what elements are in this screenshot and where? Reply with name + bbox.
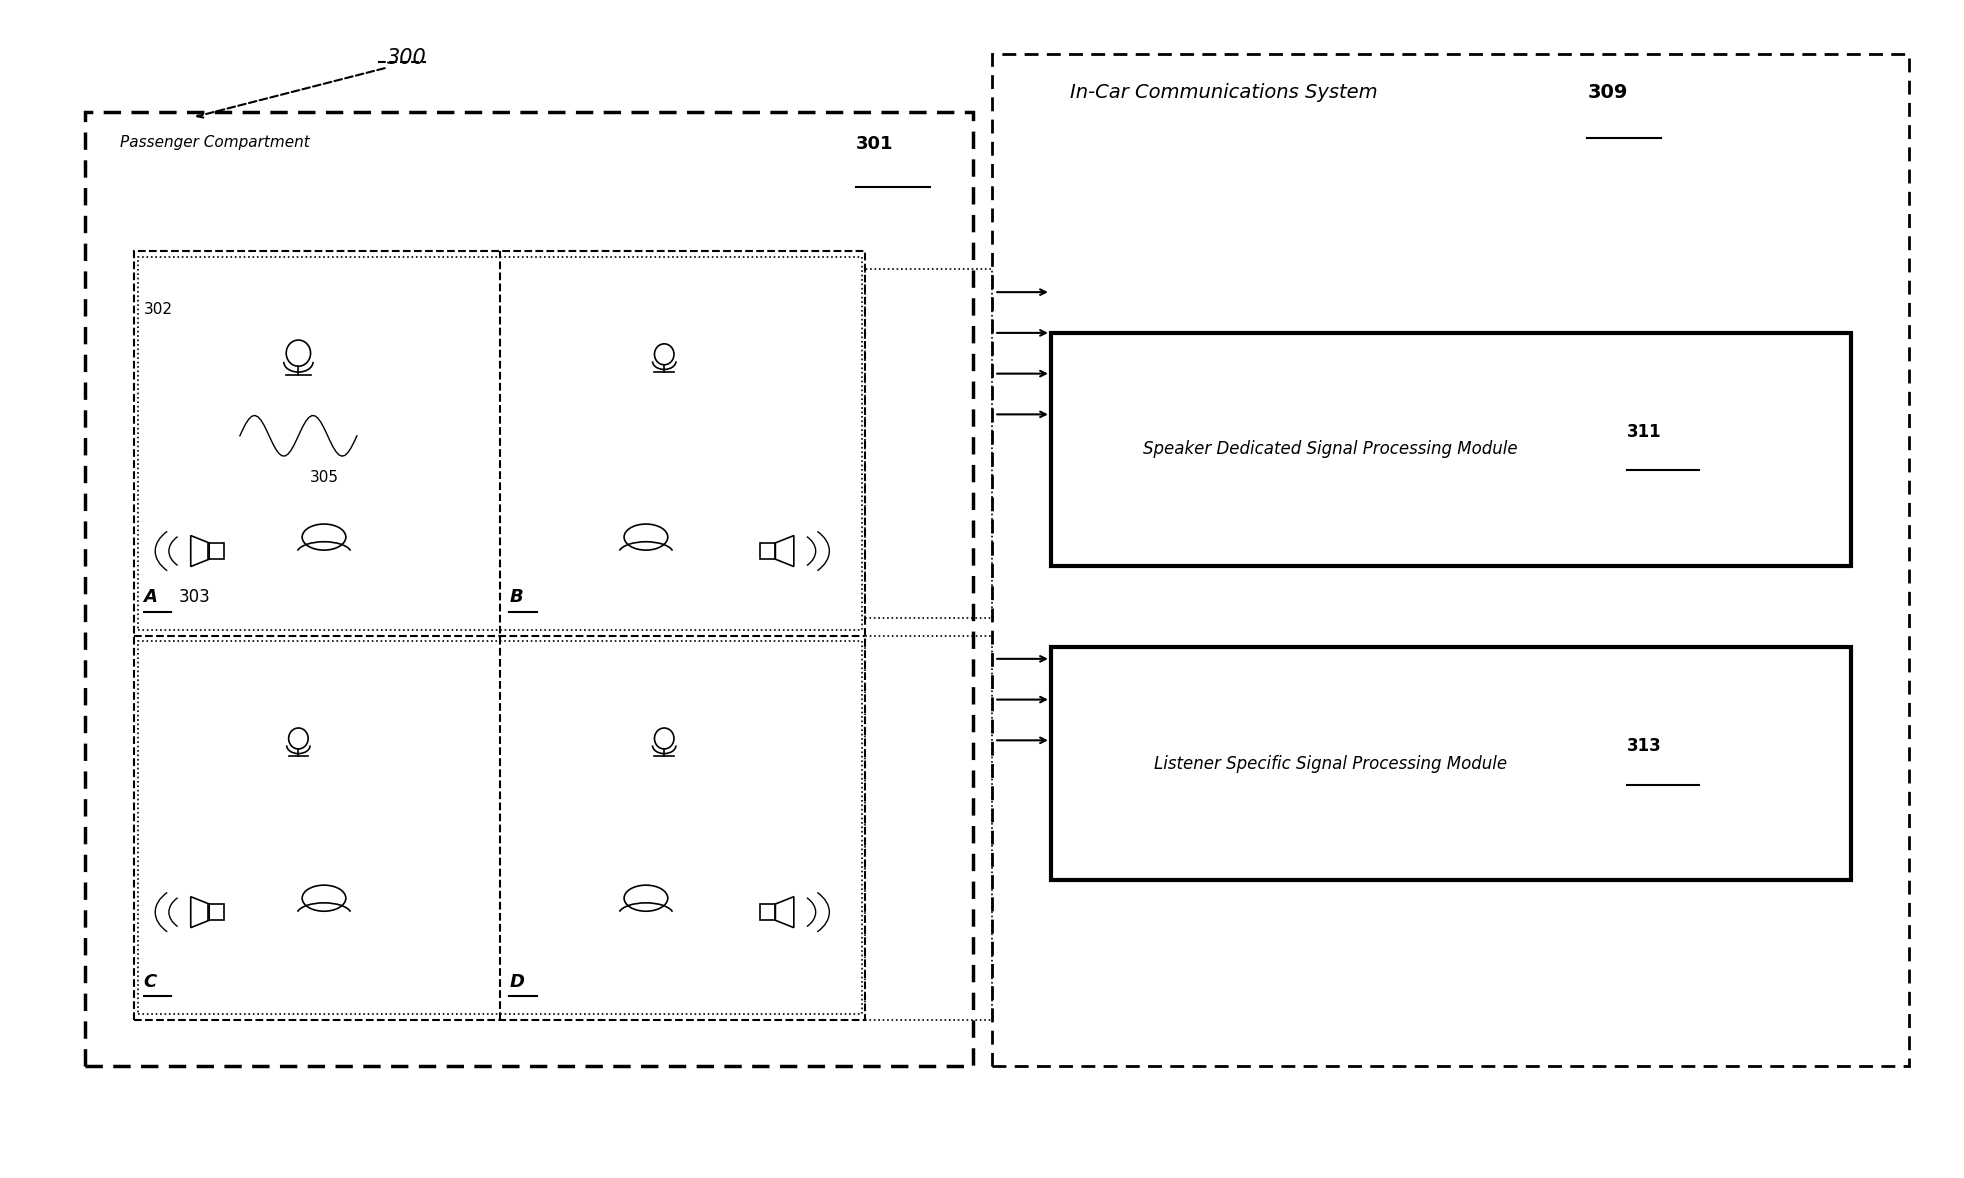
Bar xyxy=(137,641,860,1014)
Text: 305: 305 xyxy=(308,470,338,485)
Bar xyxy=(134,251,864,1020)
Text: D: D xyxy=(509,973,524,991)
Text: In-Car Communications System: In-Car Communications System xyxy=(1070,82,1377,101)
Text: B: B xyxy=(509,589,522,607)
Bar xyxy=(864,636,992,1020)
Text: C: C xyxy=(143,973,157,991)
Text: A: A xyxy=(143,589,157,607)
Text: Listener Specific Signal Processing Module: Listener Specific Signal Processing Modu… xyxy=(1153,755,1506,773)
Bar xyxy=(1051,647,1850,880)
Text: 302: 302 xyxy=(143,302,173,317)
Text: 313: 313 xyxy=(1626,737,1662,755)
Text: 300: 300 xyxy=(387,47,426,67)
Text: 301: 301 xyxy=(854,135,894,153)
Bar xyxy=(208,904,224,920)
Text: 303: 303 xyxy=(179,589,210,607)
Text: 309: 309 xyxy=(1587,82,1626,101)
Text: Passenger Compartment: Passenger Compartment xyxy=(120,135,310,150)
Bar xyxy=(760,543,774,560)
Bar xyxy=(84,112,972,1066)
Bar xyxy=(992,53,1909,1066)
Text: 311: 311 xyxy=(1626,423,1660,441)
Text: Speaker Dedicated Signal Processing Module: Speaker Dedicated Signal Processing Modu… xyxy=(1143,441,1518,458)
Bar xyxy=(760,904,774,920)
Bar xyxy=(1051,333,1850,565)
Bar xyxy=(137,257,860,630)
Bar xyxy=(208,543,224,560)
Bar xyxy=(864,269,992,618)
